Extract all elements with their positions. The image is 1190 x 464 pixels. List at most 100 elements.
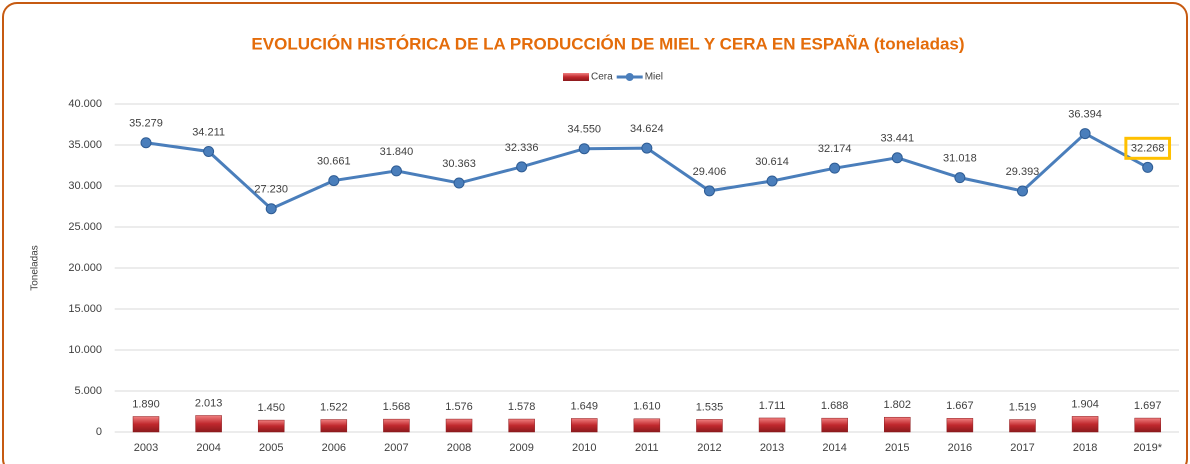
- point-value-label: 36.394: [1068, 108, 1102, 120]
- point-value-label: 32.268: [1131, 142, 1165, 154]
- marker: [390, 165, 402, 177]
- x-tick-label: 2008: [447, 442, 471, 454]
- point-value-label: 30.363: [442, 158, 476, 170]
- bar: [758, 417, 786, 433]
- x-tick-label: 2003: [134, 442, 158, 454]
- bar-value-label: 1.697: [1134, 400, 1162, 412]
- x-tick-label: 2006: [322, 442, 346, 454]
- bar: [884, 416, 911, 433]
- point-value-label: 31.840: [380, 146, 414, 158]
- point-value-label: 29.393: [1006, 166, 1040, 178]
- point-value-label: 34.624: [630, 123, 664, 135]
- bar: [1071, 416, 1099, 433]
- bar: [383, 418, 410, 433]
- y-tick-label: 0: [96, 426, 102, 438]
- bar-value-label: 1.711: [759, 400, 786, 412]
- x-tick-label: 2005: [259, 442, 283, 454]
- marker: [328, 175, 340, 187]
- bar-value-label: 1.522: [320, 401, 348, 413]
- bar: [1134, 417, 1161, 433]
- bar: [1009, 419, 1036, 433]
- marker: [829, 162, 841, 174]
- bar-value-label: 1.890: [132, 398, 160, 410]
- y-tick-label: 30.000: [68, 180, 102, 192]
- bar-value-label: 1.578: [508, 401, 536, 413]
- bar: [257, 419, 285, 433]
- y-tick-label: 5.000: [74, 385, 102, 397]
- x-tick-label: 2013: [760, 442, 784, 454]
- bar: [696, 419, 723, 433]
- y-tick-label: 20.000: [68, 262, 102, 274]
- point-value-label: 30.661: [317, 155, 351, 167]
- marker: [453, 177, 465, 189]
- marker: [203, 145, 215, 157]
- bar: [320, 419, 348, 433]
- bar-value-label: 1.802: [884, 399, 912, 411]
- x-tick-label: 2018: [1073, 442, 1097, 454]
- x-tick-label: 2015: [885, 442, 909, 454]
- chart-title: EVOLUCIÓN HISTÓRICA DE LA PRODUCCIÓN DE …: [251, 33, 964, 53]
- marker: [1016, 185, 1028, 197]
- point-value-label: 30.614: [755, 156, 789, 168]
- marker: [1142, 161, 1154, 173]
- marker: [766, 175, 778, 187]
- legend-label: Cera: [591, 72, 613, 83]
- x-tick-label: 2004: [196, 442, 220, 454]
- marker: [954, 172, 966, 184]
- marker: [140, 137, 152, 149]
- bar-value-label: 1.519: [1009, 401, 1037, 413]
- point-value-label: 31.018: [943, 153, 977, 165]
- marker: [578, 143, 590, 155]
- bar: [633, 418, 661, 433]
- point-value-label: 34.211: [192, 126, 225, 138]
- marker: [703, 185, 715, 197]
- x-tick-label: 2011: [635, 442, 659, 454]
- bar: [445, 418, 473, 433]
- y-axis-title: Toneladas: [30, 245, 41, 291]
- marker: [891, 152, 903, 164]
- bar-value-label: 1.568: [383, 401, 411, 413]
- point-value-label: 32.336: [505, 142, 539, 154]
- bar-value-label: 1.904: [1071, 398, 1099, 410]
- legend-swatch: [625, 73, 634, 81]
- legend-swatch: [563, 73, 589, 81]
- y-tick-label: 15.000: [68, 303, 102, 315]
- bar-value-label: 1.535: [696, 401, 724, 413]
- x-tick-label: 2010: [572, 442, 596, 454]
- bar: [946, 418, 974, 433]
- bar-value-label: 1.450: [257, 402, 285, 414]
- point-value-label: 35.279: [129, 118, 163, 130]
- bar-value-label: 2.013: [195, 397, 223, 409]
- y-tick-label: 10.000: [68, 344, 102, 356]
- marker: [641, 142, 653, 154]
- point-value-label: 27.230: [254, 184, 288, 196]
- x-tick-label: 2017: [1010, 442, 1034, 454]
- bar: [132, 416, 160, 433]
- x-tick-label: 2016: [948, 442, 972, 454]
- bar-value-label: 1.667: [946, 400, 974, 412]
- x-tick-label: 2014: [822, 442, 846, 454]
- point-value-label: 29.406: [693, 166, 727, 178]
- x-tick-label: 2012: [697, 442, 721, 454]
- x-tick-label: 2007: [384, 442, 408, 454]
- bar-value-label: 1.649: [570, 400, 598, 412]
- bar-value-label: 1.576: [445, 401, 473, 413]
- bar: [821, 417, 848, 433]
- legend-label: Miel: [645, 72, 663, 83]
- marker: [516, 161, 528, 173]
- y-tick-label: 35.000: [68, 139, 102, 151]
- marker: [1079, 128, 1091, 140]
- bar: [195, 415, 222, 433]
- marker: [265, 203, 277, 215]
- point-value-label: 34.550: [567, 124, 601, 136]
- bar: [570, 418, 598, 433]
- bar: [508, 418, 535, 433]
- y-tick-label: 40.000: [68, 98, 102, 110]
- highlight-box: [1124, 136, 1172, 160]
- bar-value-label: 1.688: [821, 400, 849, 412]
- point-value-label: 33.441: [880, 133, 914, 145]
- x-tick-label: 2009: [509, 442, 533, 454]
- x-tick-label: 2019*: [1133, 442, 1162, 454]
